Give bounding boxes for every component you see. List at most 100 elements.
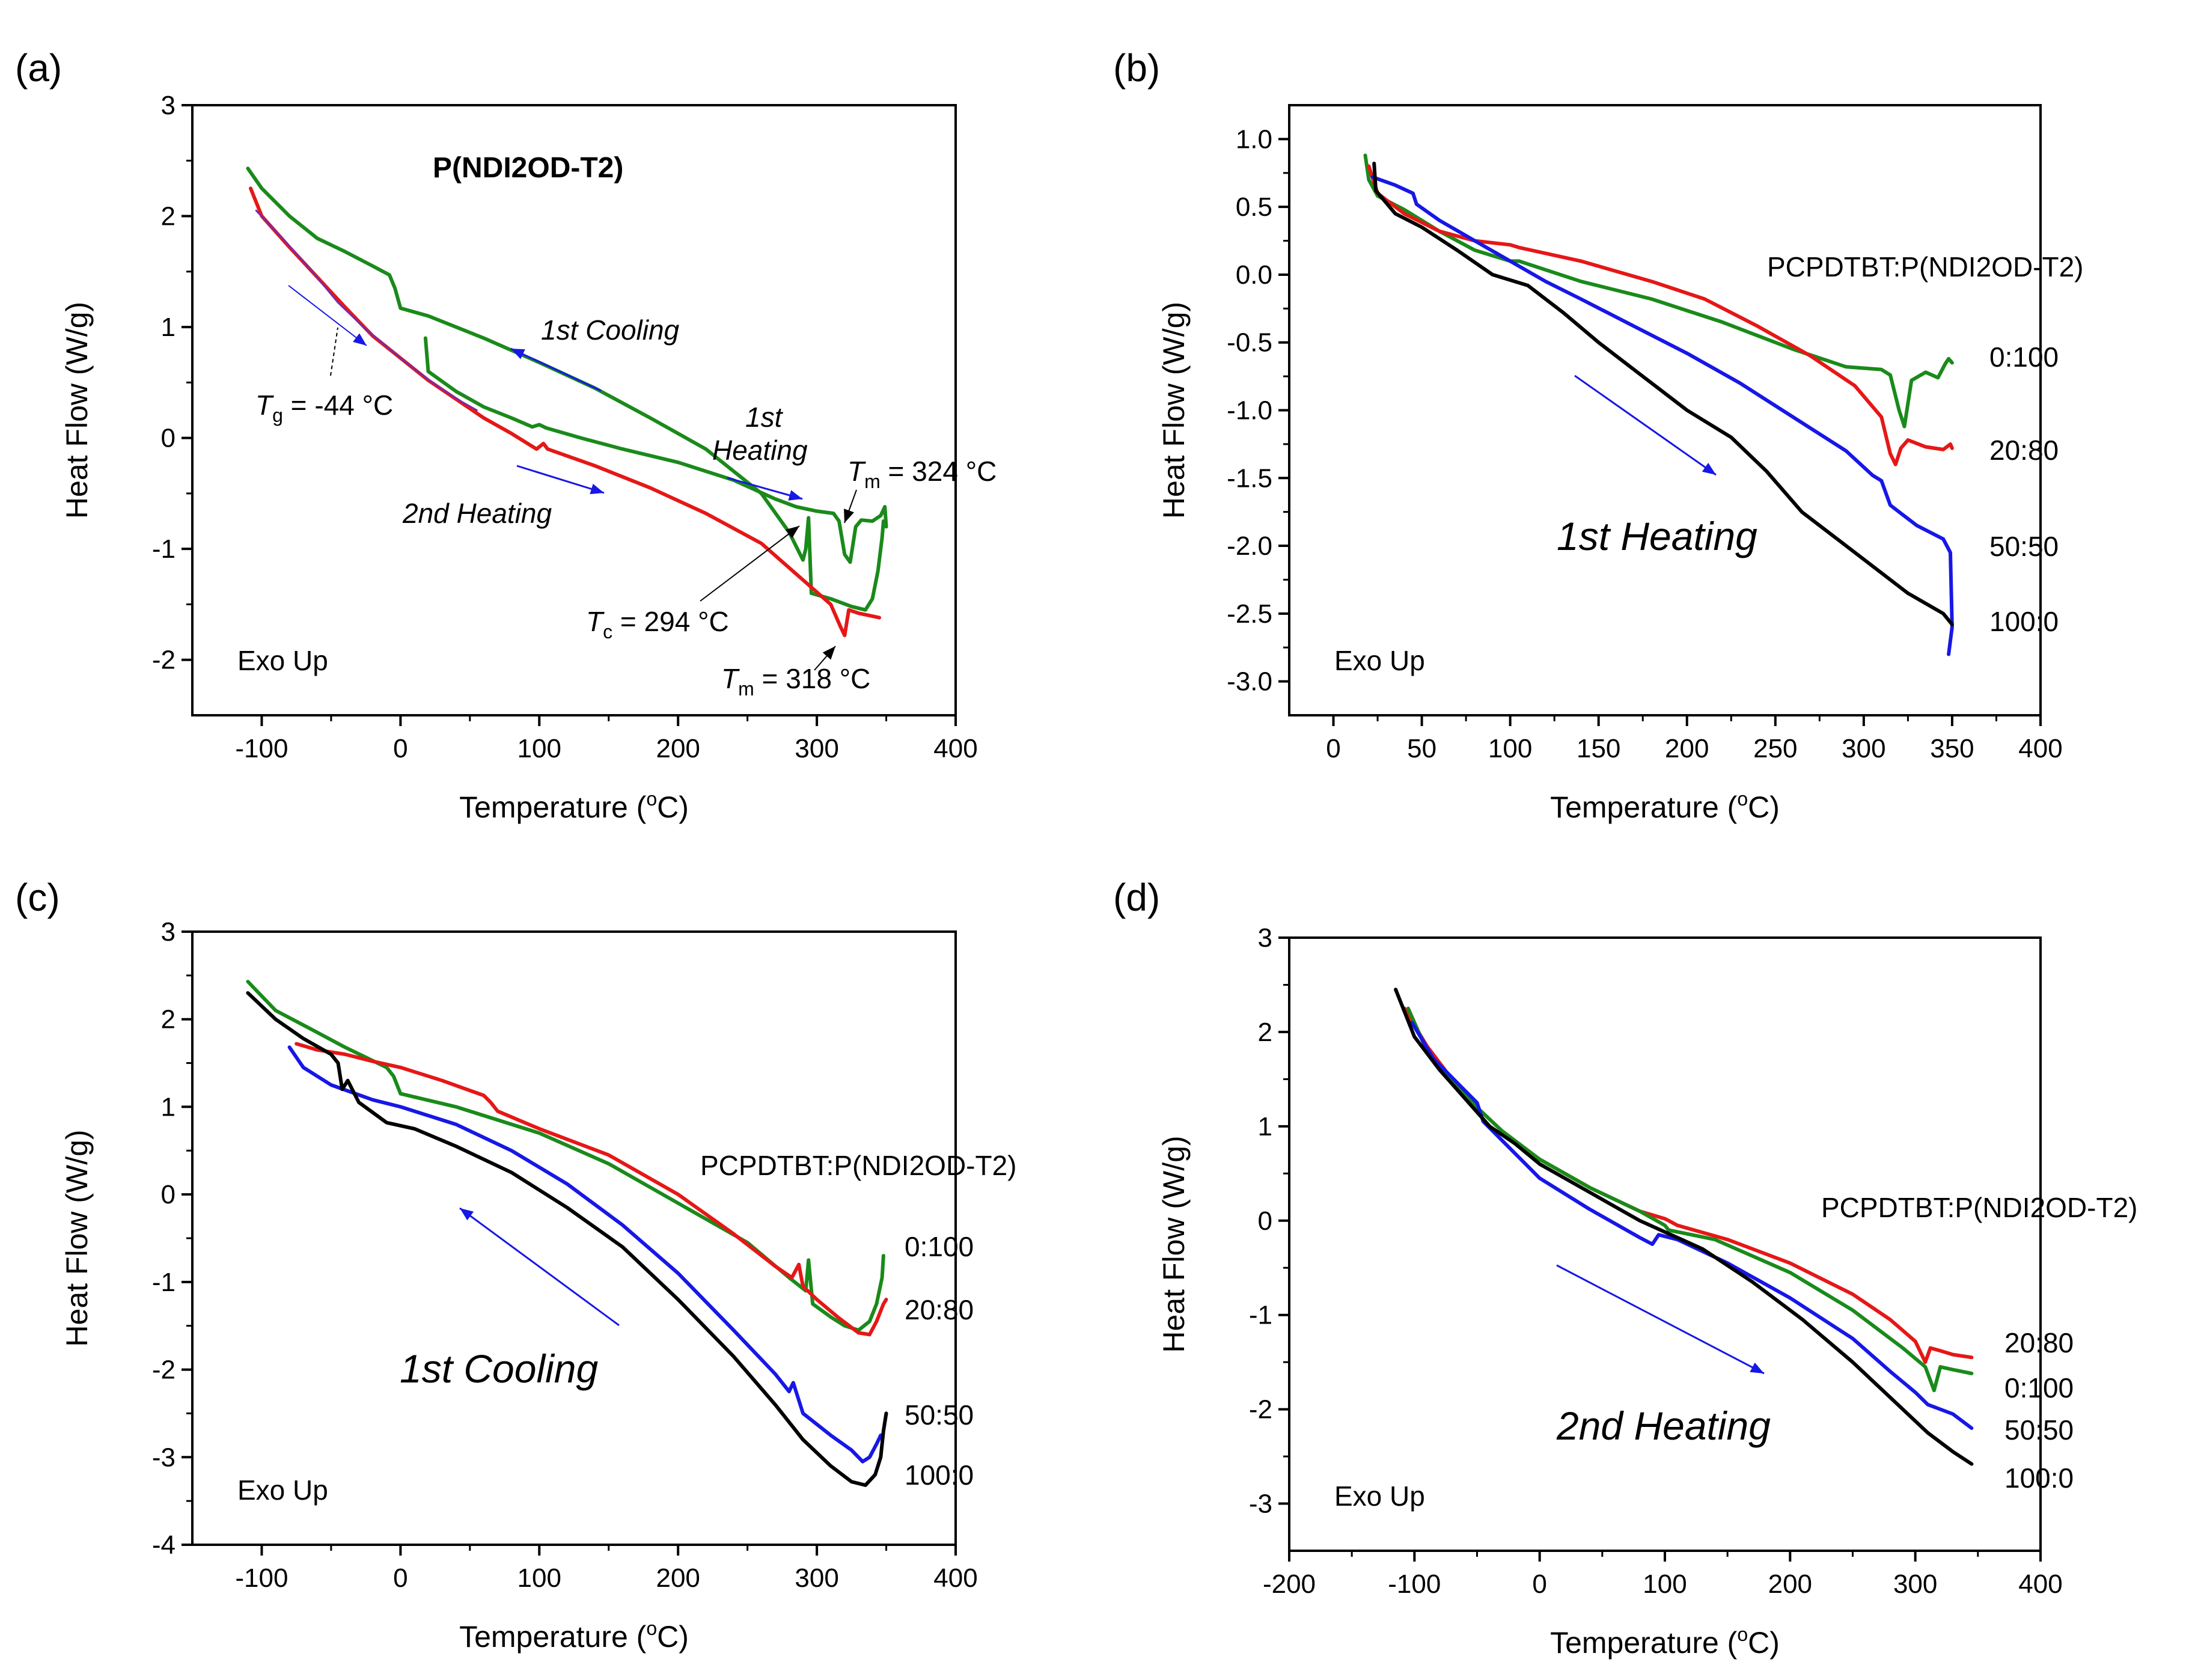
tc-pointer-head [786, 526, 799, 539]
tm2-label: Tm = 318 °C [721, 663, 870, 700]
series-line-50-50 [1410, 1021, 1974, 1430]
panel-label: (a) [15, 46, 62, 90]
x-tick-label: 150 [1577, 734, 1620, 763]
x-tick-label: -100 [235, 1563, 288, 1593]
x-axis-title-unit: C) [1748, 1626, 1780, 1660]
heating1-label-line2: Heating [712, 435, 808, 466]
tm2-pointer-head [822, 646, 835, 660]
panel-a: (a) -100 0 100 200 300 400 -2 -1 0 1 2 3 Temperature … [15, 46, 997, 824]
series-line-2nd-heating [249, 186, 881, 638]
y-tick-label: 0 [161, 424, 176, 453]
y-tick-label: -4 [152, 1530, 176, 1560]
heating2-arrow-head [590, 483, 604, 495]
x-tick-label: 300 [795, 1563, 838, 1593]
tm1-label-value: = 324 °C [881, 456, 997, 487]
x-tick-label: 400 [933, 1563, 977, 1593]
legend-title: PCPDTBT:P(NDI2OD-T2) [1767, 251, 2083, 283]
tc-label-subscript: c [603, 621, 612, 643]
y-tick-label: -2 [1249, 1395, 1272, 1425]
x-tick-label: 0 [1326, 734, 1340, 763]
x-tick-label: 200 [1665, 734, 1709, 763]
legend-title: PCPDTBT:P(NDI2OD-T2) [1821, 1192, 2137, 1223]
y-axis-title: Heat Flow (W/g) [1157, 302, 1191, 519]
heating1-label-line1: 1st [745, 402, 784, 433]
cooling-arrow [510, 347, 602, 392]
cooling-arrow-head [460, 1208, 474, 1221]
y-axis-title: Heat Flow (W/g) [60, 302, 94, 519]
x-tick-label: 100 [1488, 734, 1532, 763]
x-axis-title-main: Temperature ( [459, 790, 647, 824]
x-tick-label: 200 [1768, 1569, 1812, 1599]
x-axis-title-unit: C) [657, 790, 689, 824]
heating-arrow [1574, 374, 1717, 476]
x-tick-label: 200 [656, 734, 700, 763]
x-tick-label: 50 [1407, 734, 1436, 763]
y-tick-label: 1.0 [1236, 124, 1272, 154]
y-tick-label: 3 [161, 917, 176, 947]
tg-tangent-arrow [288, 285, 367, 346]
y-tick-label: -2.0 [1227, 531, 1272, 561]
y-tick-label: 1 [1258, 1112, 1272, 1141]
series-label: 50:50 [905, 1399, 974, 1431]
cooling-label: 1st Cooling [541, 314, 680, 346]
x-tick-label: 300 [1842, 734, 1885, 763]
y-tick-label: -1.0 [1227, 396, 1272, 426]
tm1-label: Tm = 324 °C [847, 456, 997, 492]
tc-pointer [700, 525, 800, 602]
x-tick-label: -100 [1388, 1569, 1441, 1599]
y-tick-label: -3 [152, 1443, 176, 1472]
series-line-20-80 [295, 1042, 888, 1337]
y-tick-label: -3 [1249, 1489, 1272, 1519]
panel-label: (b) [1113, 46, 1160, 90]
x-axis-title-degree: o [1737, 788, 1748, 810]
series-line-50-50 [1370, 175, 1954, 656]
panel-title: 1st Heating [1557, 514, 1757, 558]
x-tick-label: 100 [1643, 1569, 1687, 1599]
heating-arrow [1556, 1264, 1765, 1375]
x-axis-title: Temperature (oC) [1550, 788, 1780, 824]
y-tick-label: -2.5 [1227, 599, 1272, 629]
tm1-pointer-head [844, 509, 854, 523]
cooling-arrow [459, 1207, 620, 1327]
x-tick-label: 300 [1893, 1569, 1937, 1599]
plot-frame [1288, 104, 2042, 716]
tg-tangent-arrow-head [353, 333, 367, 346]
plot-frame [191, 104, 957, 716]
x-axis-title-degree: o [1737, 1623, 1748, 1645]
series-line-50-50 [287, 1045, 883, 1464]
plot-frame [191, 930, 957, 1546]
tm2-label-subscript: m [738, 678, 754, 700]
x-tick-label: 200 [656, 1563, 700, 1593]
series-label: 0:100 [1989, 341, 2059, 373]
heating-arrow-head [1750, 1362, 1764, 1373]
series-label: 50:50 [2004, 1414, 2074, 1446]
tm1-label-subscript: m [864, 471, 881, 492]
y-tick-label: 2 [161, 1005, 176, 1034]
x-tick-label: 100 [517, 734, 561, 763]
x-tick-label: -100 [235, 734, 288, 763]
series-label: 50:50 [1989, 531, 2059, 562]
panel-title: 1st Cooling [400, 1346, 598, 1391]
heating1-arrow-head [788, 490, 802, 501]
y-tick-label: 0.5 [1236, 192, 1272, 222]
y-tick-label: -3.0 [1227, 667, 1272, 697]
tm1-label-symbol: T [847, 456, 866, 487]
series-label: 20:80 [2004, 1327, 2074, 1358]
exo-up-label: Exo Up [237, 645, 328, 676]
series-line-tg-fit [255, 209, 478, 411]
x-tick-label: 0 [393, 1563, 408, 1593]
y-tick-label: 1 [161, 313, 176, 342]
series-label: 20:80 [905, 1294, 974, 1325]
y-tick-label: -0.5 [1227, 328, 1272, 358]
legend-title: PCPDTBT:P(NDI2OD-T2) [700, 1150, 1016, 1181]
tg-pointer [330, 327, 338, 376]
x-axis-title-unit: C) [1748, 790, 1780, 824]
x-axis-title-main: Temperature ( [459, 1620, 647, 1654]
series-label: 0:100 [905, 1231, 974, 1262]
y-tick-label: -1 [152, 534, 176, 564]
heating2-arrow [516, 465, 605, 494]
cooling-arrow-head [511, 349, 525, 359]
x-tick-label: 0 [1532, 1569, 1546, 1599]
x-tick-label: 400 [2018, 734, 2062, 763]
heating2-label: 2nd Heating [402, 498, 552, 529]
